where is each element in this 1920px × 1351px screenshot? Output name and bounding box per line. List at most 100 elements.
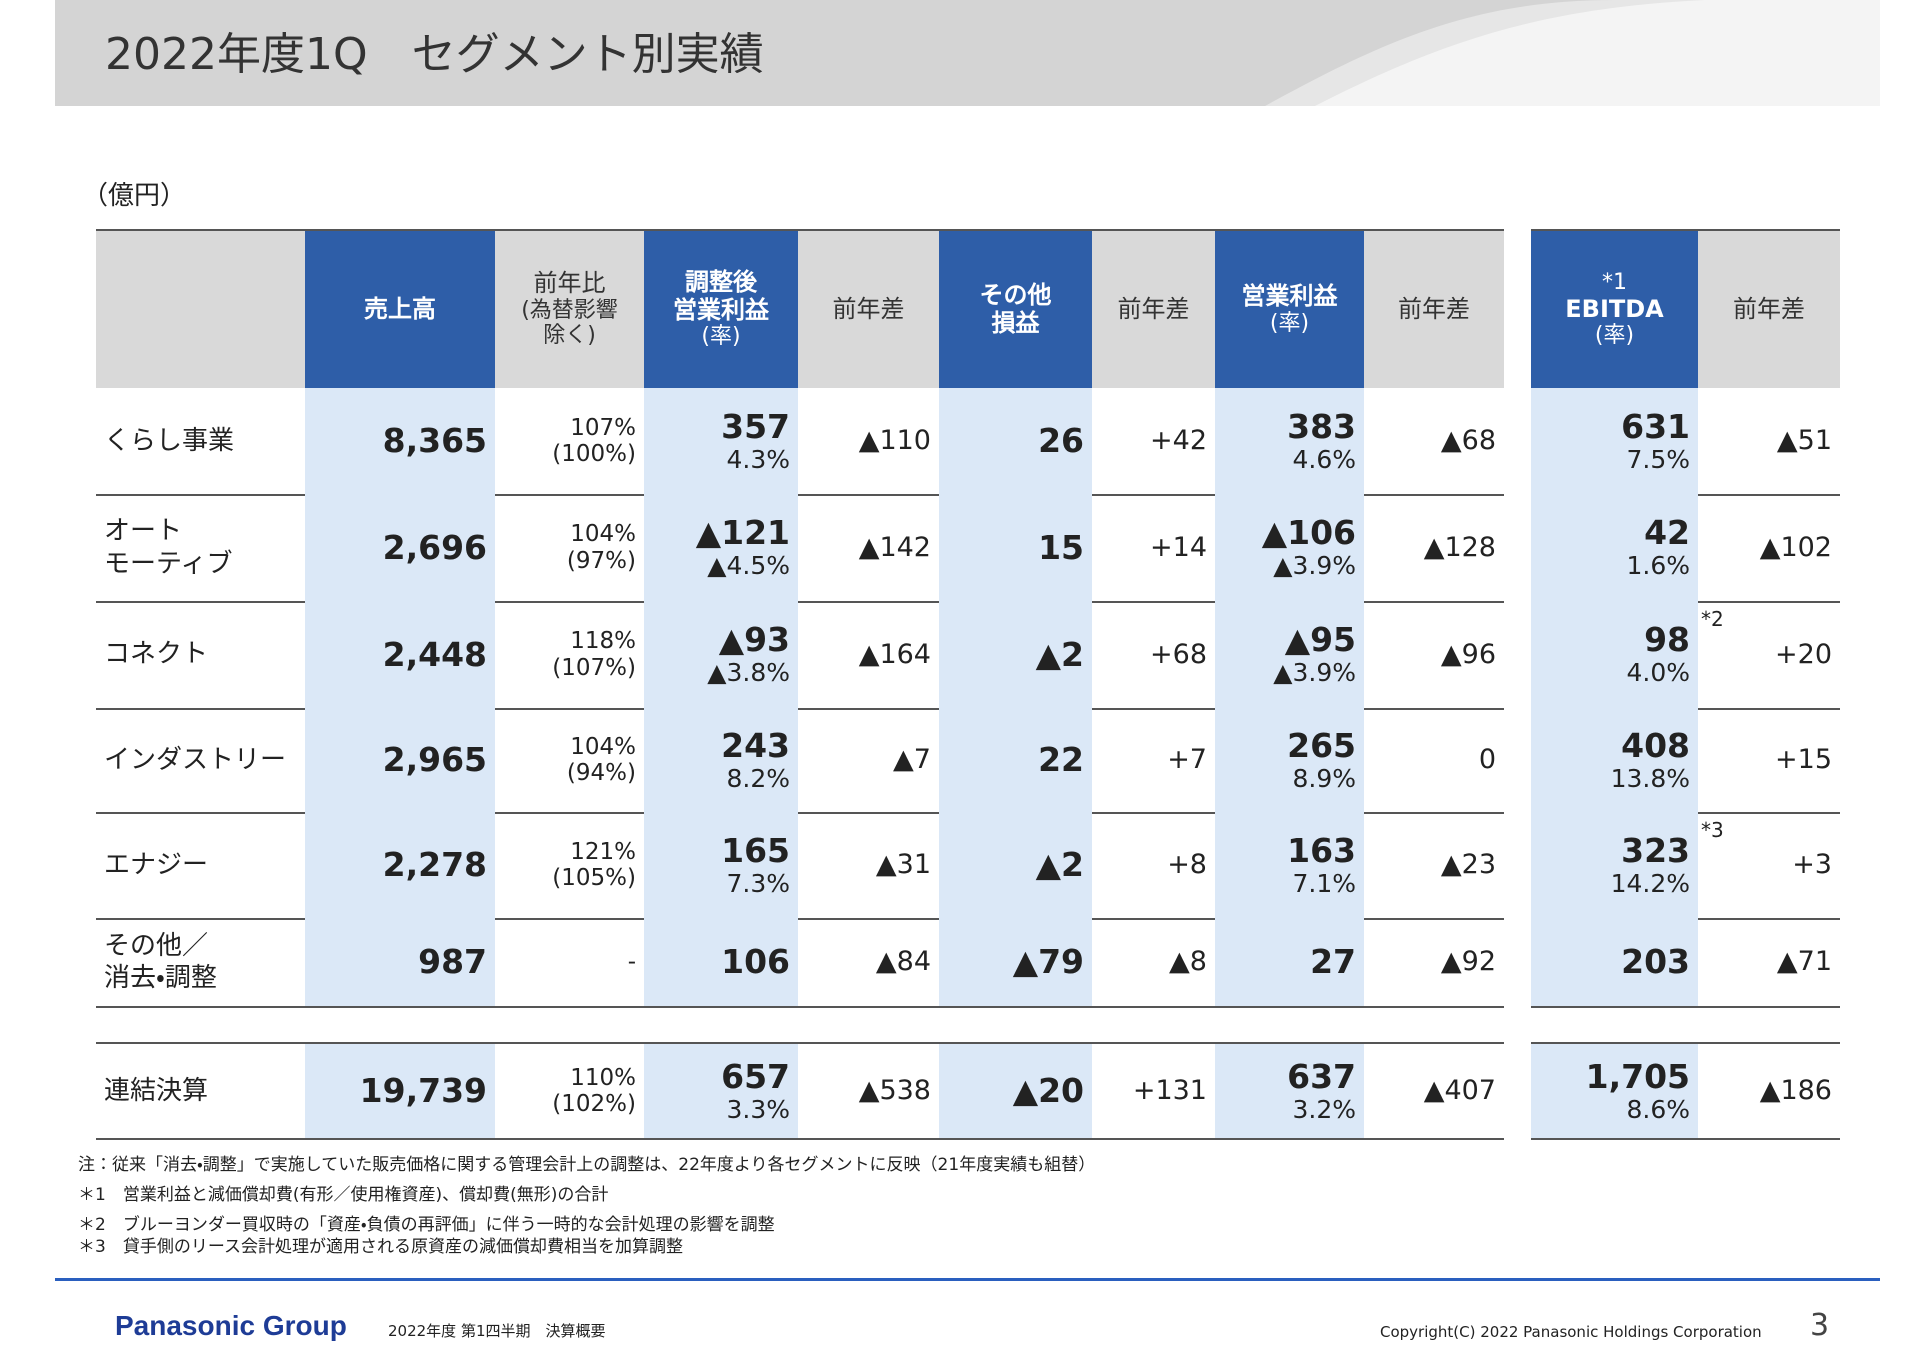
cell-text: ▲121	[695, 513, 790, 553]
value-cell: ▲93 ▲3.8%	[644, 601, 798, 708]
row-label: くらし事業	[96, 388, 305, 494]
cell-text: 22	[1038, 740, 1084, 780]
value-cell: 121% (105%)	[495, 812, 644, 918]
value-cell: ▲142	[798, 494, 939, 601]
row-label-text: 消去・調整	[104, 963, 217, 993]
brand: Panasonic Group	[115, 1310, 347, 1341]
cell-text: +14	[1150, 531, 1207, 563]
cell-text: 7.1%	[1292, 868, 1356, 898]
cell-text: ▲7	[893, 744, 931, 776]
page-number: 3	[1810, 1308, 1830, 1343]
rule	[96, 1042, 1504, 1044]
value-cell: 265 8.9%	[1215, 708, 1364, 812]
cell-text: 383	[1287, 406, 1356, 446]
value-cell: +15	[1698, 708, 1840, 812]
cell-text: ▲79	[1012, 942, 1084, 982]
cell-text: 8,365	[382, 421, 487, 461]
value-cell: 26	[939, 388, 1092, 494]
cell-text: ▲3.8%	[707, 658, 790, 688]
row-label-text: オート	[104, 516, 183, 546]
header-text: (為替影響	[521, 298, 618, 323]
header-cell: 調整後 営業利益 (率)	[644, 231, 798, 388]
rule	[96, 708, 1504, 710]
rule	[96, 1006, 1504, 1008]
cell-text: 121%	[570, 838, 636, 865]
value-cell: ▲8	[1092, 918, 1215, 1006]
cell-text: ▲93	[718, 620, 790, 660]
cell-text: ▲51	[1776, 425, 1832, 457]
value-cell: 98 4.0%	[1531, 601, 1698, 708]
value-cell: ▲7	[798, 708, 939, 812]
value-cell: ▲121 ▲4.5%	[644, 494, 798, 601]
footer-line	[55, 1278, 1880, 1281]
cell-text: 243	[721, 725, 790, 765]
value-cell: ▲84	[798, 918, 939, 1006]
note: ＊1 営業利益と減価償却費(有形／使用権資産)、償却費(無形)の合計	[78, 1185, 609, 1205]
cell-text: 104%	[570, 733, 636, 760]
cell-text: 26	[1038, 421, 1084, 461]
value-cell: ▲2	[939, 601, 1092, 708]
value-cell: ▲68	[1364, 388, 1504, 494]
cell-text: 4.6%	[1292, 444, 1356, 474]
header-cell: 前年差	[1092, 231, 1215, 388]
cell-text: (105%)	[552, 865, 636, 891]
rule	[1531, 1006, 1840, 1008]
row-label: インダストリー	[96, 708, 305, 812]
cell-text: ▲110	[858, 425, 931, 457]
rule	[96, 918, 1504, 920]
row-label-text: モーティブ	[104, 548, 233, 579]
cell-text: +7	[1167, 744, 1207, 776]
header-cell: その他 損益	[939, 231, 1092, 388]
header-text: *1	[1602, 270, 1627, 296]
value-cell: ▲128	[1364, 494, 1504, 601]
value-cell: +14	[1092, 494, 1215, 601]
value-cell: ▲71	[1698, 918, 1840, 1006]
cell-text: +8	[1167, 849, 1207, 881]
cell-text: ▲84	[875, 946, 931, 978]
cell-text: 4.0%	[1626, 658, 1690, 688]
value-cell: ▲407	[1364, 1044, 1504, 1138]
row-label-text: その他／	[104, 930, 209, 961]
note: ＊3 貸手側のリース会計処理が適用される原資産の減価償却費相当を加算調整	[78, 1237, 683, 1257]
value-cell: ▲110	[798, 388, 939, 494]
cell-text: 107%	[570, 414, 636, 441]
value-cell: ▲538	[798, 1044, 939, 1138]
rule	[96, 601, 1504, 603]
header-text: (率)	[1594, 323, 1635, 349]
value-cell: 104% (97%)	[495, 494, 644, 601]
cell-text: 13.8%	[1610, 763, 1690, 793]
cell-text: (102%)	[552, 1091, 636, 1117]
value-cell: 408 13.8%	[1531, 708, 1698, 812]
value-cell: +3	[1698, 812, 1840, 918]
value-cell: 203	[1531, 918, 1698, 1006]
row-label-text: くらし事業	[104, 425, 235, 456]
cell-text: 15	[1038, 527, 1084, 567]
header-text: 前年差	[1398, 294, 1470, 323]
header-text: 除く)	[543, 323, 596, 349]
header-text: その他	[979, 280, 1052, 309]
rule	[96, 494, 1504, 496]
header-cell: *1 EBITDA (率)	[1531, 231, 1698, 388]
header-text: 前年差	[1117, 294, 1190, 323]
footer-subtitle: 2022年度 第1四半期 決算概要	[388, 1322, 606, 1340]
value-cell: ▲106 ▲3.9%	[1215, 494, 1364, 601]
cell-text: 1,705	[1585, 1056, 1690, 1096]
value-cell: 357 4.3%	[644, 388, 798, 494]
value-cell: 104% (94%)	[495, 708, 644, 812]
cell-text: 19,739	[359, 1071, 487, 1111]
row-label: オート モーティブ	[96, 494, 305, 601]
cell-text: 118%	[570, 628, 636, 655]
rule	[1531, 1138, 1840, 1140]
cell-text: 7.5%	[1626, 444, 1690, 474]
value-cell: ▲23	[1364, 812, 1504, 918]
value-cell: 631 7.5%	[1531, 388, 1698, 494]
row-label: 連結決算	[96, 1044, 305, 1138]
footnote-mark: *3	[1701, 818, 1724, 842]
cell-text: 163	[1287, 830, 1356, 870]
header-cell: 前年差	[1698, 231, 1840, 388]
value-cell: 19,739	[305, 1044, 495, 1138]
cell-text: 323	[1621, 830, 1690, 870]
cell-text: ▲128	[1423, 531, 1496, 563]
header-text: 調整後	[685, 268, 757, 297]
cell-text: 203	[1621, 942, 1690, 982]
